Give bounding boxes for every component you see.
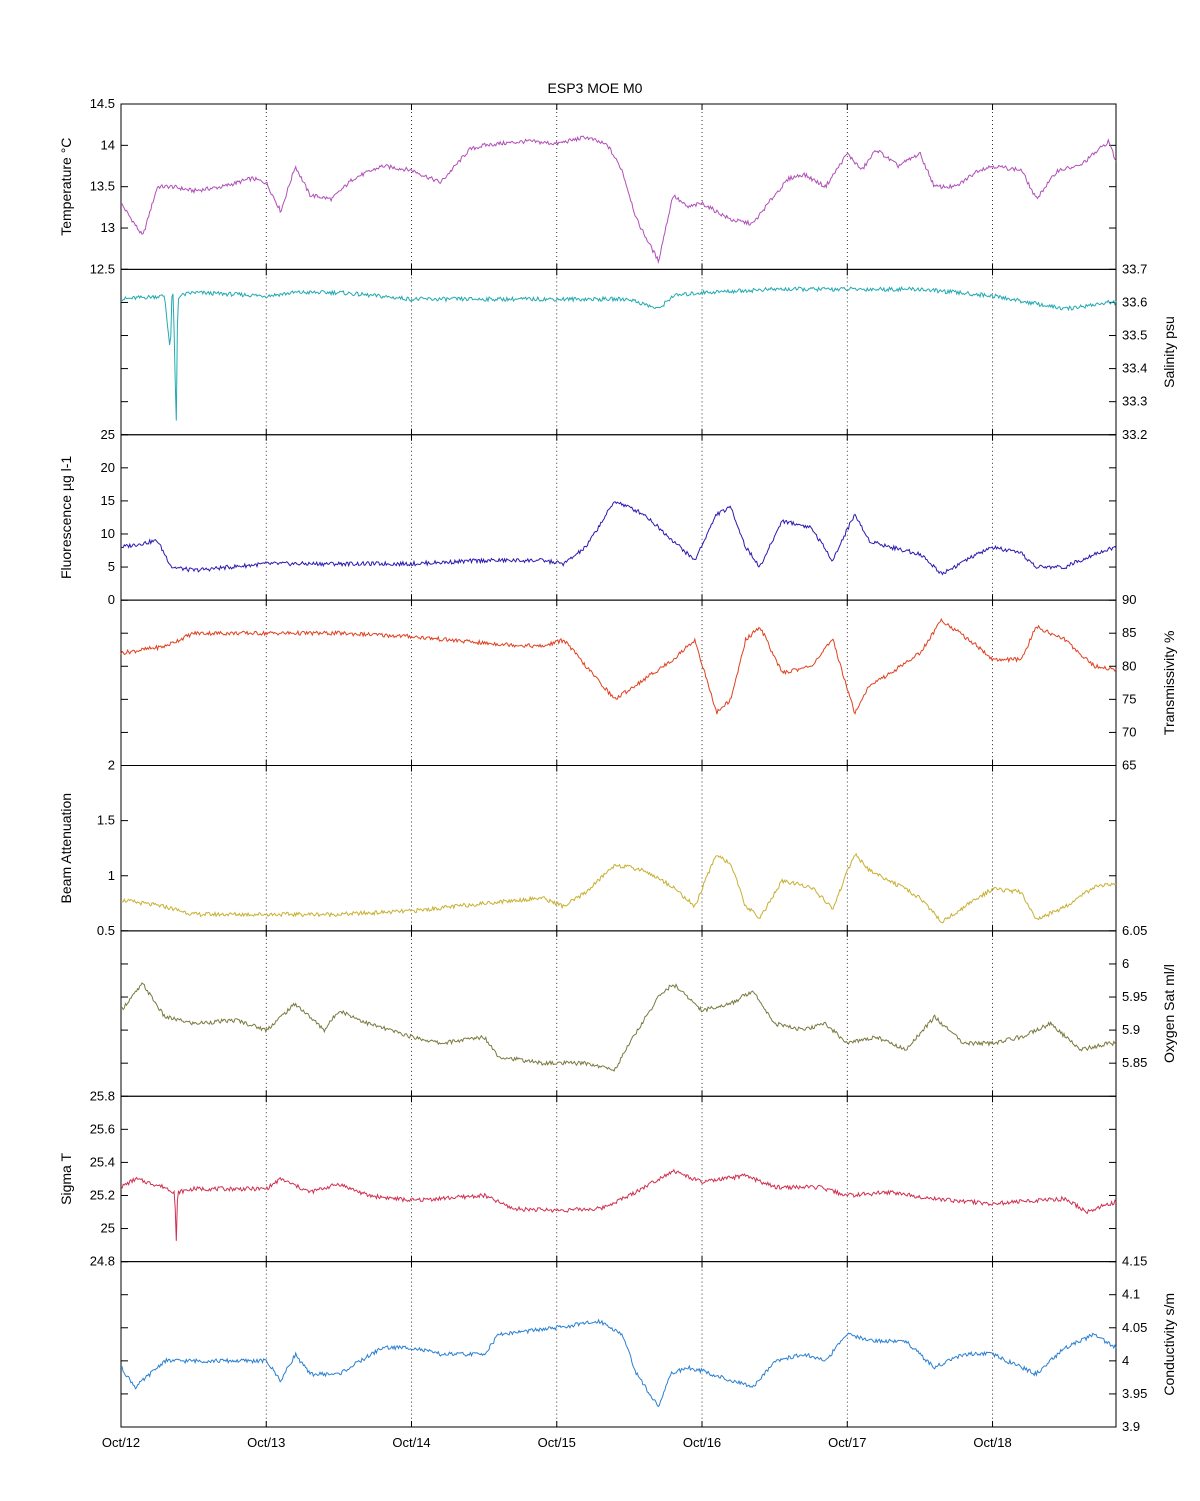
y-tick-label: 90: [1122, 592, 1136, 607]
chart-title: ESP3 MOE M0: [548, 80, 643, 96]
y-axis-label: Transmissivity %: [1161, 631, 1177, 736]
y-tick-label: 4.1: [1122, 1287, 1140, 1302]
y-axis-label: Conductivity s/m: [1161, 1293, 1177, 1396]
y-tick-label: 4.15: [1122, 1254, 1147, 1269]
y-tick-label: 33.7: [1122, 261, 1147, 276]
y-axis-label: Salinity psu: [1161, 316, 1177, 388]
series-line-beam-attenuation: [120, 852, 1117, 924]
y-tick-label: 25: [101, 427, 115, 442]
y-tick-label: 80: [1122, 658, 1136, 673]
panel-frame: [120, 765, 1117, 932]
series-line-oxygen-sat: [120, 982, 1117, 1072]
y-tick-label: 0: [108, 592, 115, 607]
series-line-transmissivity: [120, 617, 1117, 715]
panel-frame: [120, 1095, 1117, 1263]
y-tick-label: 33.2: [1122, 427, 1147, 442]
y-tick-label: 33.5: [1122, 328, 1147, 343]
y-tick-label: 85: [1122, 625, 1136, 640]
y-tick-label: 5.95: [1122, 989, 1147, 1004]
y-tick-label: 3.9: [1122, 1419, 1140, 1434]
y-tick-label: 25.4: [90, 1154, 115, 1169]
series-line-fluorescence: [120, 501, 1117, 576]
x-tick-label: Oct/17: [828, 1435, 866, 1450]
y-tick-label: 0.5: [97, 923, 115, 938]
x-tick-label: Oct/12: [102, 1435, 140, 1450]
y-tick-label: 33.4: [1122, 361, 1147, 376]
y-tick-label: 70: [1122, 724, 1136, 739]
series-line-temperature: [120, 135, 1117, 264]
y-tick-label: 33.3: [1122, 394, 1147, 409]
y-tick-label: 1: [108, 868, 115, 883]
y-tick-label: 5: [108, 559, 115, 574]
y-tick-label: 4.05: [1122, 1320, 1147, 1335]
x-tick-label: Oct/14: [392, 1435, 430, 1450]
y-axis-label: Oxygen Sat ml/l: [1161, 964, 1177, 1063]
x-axis-labels: Oct/12 Oct/13 Oct/14 Oct/15 Oct/16 Oct/17 Oct/…: [102, 1435, 1012, 1450]
panel-salinity: 33.2 33.3 33.4 33.5 33.6 33.7 Salinity psu: [120, 261, 1177, 442]
y-tick-label: 25.6: [90, 1121, 115, 1136]
y-axis-label: Beam Attenuation: [58, 793, 74, 904]
panel-frame: [120, 599, 1117, 766]
panel-frame: [120, 1261, 1117, 1428]
panel-fluorescence: 0 5 10 15 20 25 Fluorescence µg l-1: [58, 427, 1117, 607]
y-tick-label: 12.5: [90, 261, 115, 276]
panel-frame: [120, 103, 1117, 270]
y-tick-label: 1.5: [97, 813, 115, 828]
panel-temperature: 12.5 13 13.5 14 14.5 Temperature °C: [58, 96, 1117, 276]
y-tick-label: 25.2: [90, 1187, 115, 1202]
y-tick-label: 75: [1122, 691, 1136, 706]
y-tick-label: 5.9: [1122, 1022, 1140, 1037]
y-tick-label: 25: [101, 1221, 115, 1236]
y-tick-label: 15: [101, 493, 115, 508]
panel-transmissivity: 65 70 75 80 85 90 Transmissivity %: [120, 592, 1177, 773]
y-tick-label: 25.8: [90, 1088, 115, 1103]
y-axis-label: Fluorescence µg l-1: [58, 456, 74, 579]
panel-frame: [120, 268, 1117, 436]
y-tick-label: 24.8: [90, 1254, 115, 1269]
y-tick-label: 3.95: [1122, 1386, 1147, 1401]
panel-conductivity: 3.9 3.95 4 4.05 4.1 4.15 Conductivity s/m: [120, 1254, 1177, 1434]
y-axis-label: Temperature °C: [58, 138, 74, 236]
y-tick-label: 13: [101, 220, 115, 235]
series-line-salinity: [120, 285, 1117, 421]
y-tick-label: 4: [1122, 1353, 1129, 1368]
panel-frame: [120, 434, 1117, 601]
y-tick-label: 6: [1122, 956, 1129, 971]
y-tick-label: 14: [101, 137, 115, 152]
y-tick-label: 13.5: [90, 179, 115, 194]
x-tick-label: Oct/18: [973, 1435, 1011, 1450]
series-line-conductivity: [120, 1318, 1117, 1408]
y-tick-label: 10: [101, 526, 115, 541]
panel-sigma-t: 24.8 25 25.2 25.4 25.6 25.8 Sigma T: [58, 1088, 1117, 1269]
y-tick-label: 20: [101, 460, 115, 475]
y-tick-label: 5.85: [1122, 1055, 1147, 1070]
panel-frame: [120, 930, 1117, 1097]
series-line-sigma-t: [120, 1168, 1117, 1241]
x-tick-label: Oct/16: [683, 1435, 721, 1450]
y-axis-label: Sigma T: [58, 1153, 74, 1205]
x-tick-label: Oct/15: [538, 1435, 576, 1450]
y-tick-label: 14.5: [90, 96, 115, 111]
y-tick-label: 65: [1122, 758, 1136, 773]
panel-beam-attenuation: 0.5 1 1.5 2 Beam Attenuation: [58, 758, 1117, 938]
x-tick-label: Oct/13: [247, 1435, 285, 1450]
y-tick-label: 2: [108, 758, 115, 773]
y-tick-label: 6.05: [1122, 923, 1147, 938]
panel-oxygen-sat: 5.85 5.9 5.95 6 6.05 Oxygen Sat ml/l: [120, 923, 1177, 1097]
y-tick-label: 33.6: [1122, 294, 1147, 309]
